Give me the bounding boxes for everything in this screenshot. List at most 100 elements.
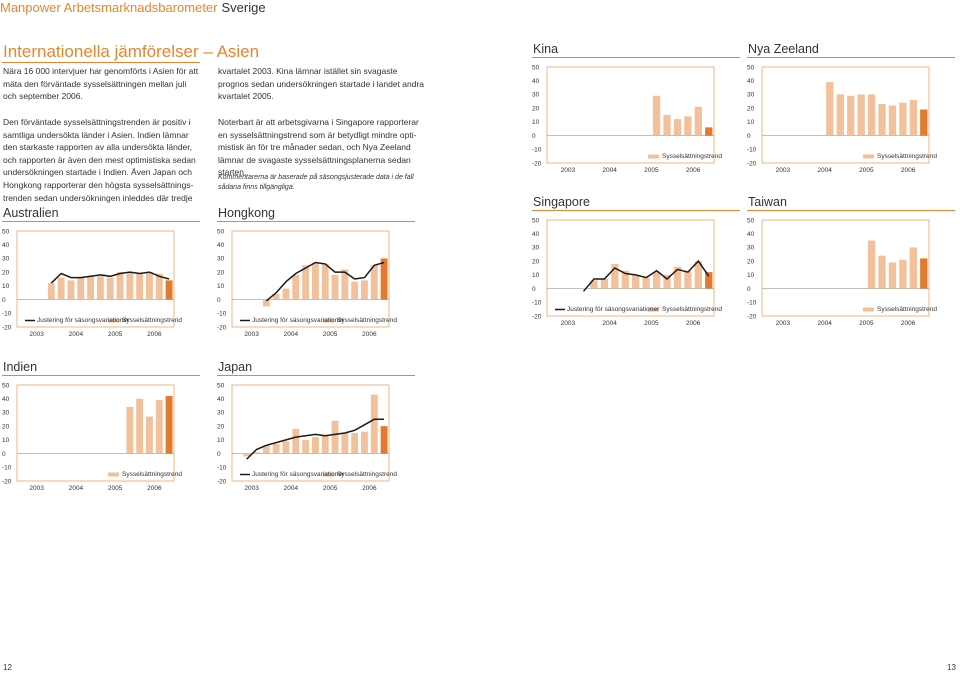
footnote: Kommentarerna är baserade på säsongsjust… bbox=[218, 174, 414, 191]
plot-frame bbox=[16, 230, 175, 328]
bar bbox=[663, 274, 671, 289]
bar bbox=[292, 428, 300, 454]
legend-label-adjustment: Justering för säsongsvariationer bbox=[567, 306, 660, 313]
y-tick-label: -20 bbox=[532, 160, 542, 167]
y-tick-label: 20 bbox=[2, 269, 10, 276]
x-tick-label: 2006 bbox=[901, 320, 916, 327]
y-tick-label: 30 bbox=[532, 92, 540, 99]
x-tick-label: 2003 bbox=[561, 320, 576, 327]
bar bbox=[165, 395, 173, 454]
y-tick-label: 10 bbox=[532, 272, 540, 279]
bar bbox=[684, 116, 692, 136]
legend-swatch-trend bbox=[323, 472, 334, 477]
x-tick-label: 2003 bbox=[29, 485, 44, 492]
rule-japan bbox=[217, 375, 415, 376]
bar bbox=[652, 272, 661, 289]
body-paragraph-3: Noterbart är att arbetsgivarna i Singapo… bbox=[218, 117, 419, 178]
y-tick-label: 40 bbox=[532, 231, 540, 238]
y-tick-label: 0 bbox=[217, 451, 221, 458]
chart-title-hongkong: Hongkong bbox=[218, 206, 275, 220]
bar bbox=[155, 400, 163, 454]
bar bbox=[341, 433, 349, 454]
y-tick-label: 20 bbox=[747, 105, 755, 112]
legend-swatch-trend bbox=[863, 154, 874, 159]
y-tick-label: 50 bbox=[747, 64, 755, 71]
plot-frame bbox=[231, 384, 390, 482]
bar bbox=[590, 280, 598, 289]
x-tick-label: 2005 bbox=[108, 331, 123, 338]
y-tick-label: 50 bbox=[532, 64, 540, 71]
bar bbox=[146, 416, 153, 454]
chart-title-taiwan: Taiwan bbox=[748, 195, 787, 209]
x-tick-label: 2005 bbox=[323, 485, 338, 492]
bar bbox=[621, 270, 629, 289]
x-tick-label: 2006 bbox=[147, 485, 162, 492]
chart-title-singapore: Singapore bbox=[533, 195, 590, 209]
legend-label-trend: Sysselsättningstrend bbox=[122, 317, 182, 324]
y-tick-label: 50 bbox=[2, 382, 10, 389]
chart-singapore: 50 40 30 20 10 0 -10 -20 2003 2004 2005 2006 Syssels… bbox=[532, 217, 722, 327]
plot-frame bbox=[546, 66, 715, 164]
rule-indien bbox=[2, 375, 200, 376]
y-tick-label: 40 bbox=[747, 78, 755, 85]
x-tick-label: 2005 bbox=[859, 167, 874, 174]
header-title: Manpower Arbetsmarknadsbarometer bbox=[0, 0, 218, 15]
bar bbox=[351, 433, 359, 454]
bar bbox=[272, 443, 280, 454]
legend-label-trend: Sysselsättningstrend bbox=[337, 471, 397, 478]
y-tick-label: 50 bbox=[532, 217, 540, 224]
legend-label-adjustment: Justering för säsongsvariationer bbox=[252, 317, 345, 324]
x-tick-label: 2003 bbox=[244, 331, 259, 338]
page-number-left: 12 bbox=[3, 663, 12, 672]
x-tick-label: 2004 bbox=[284, 485, 299, 492]
y-tick-label: 20 bbox=[747, 258, 755, 265]
y-tick-label: 10 bbox=[747, 119, 755, 126]
bar bbox=[694, 261, 702, 289]
bar bbox=[847, 95, 855, 136]
bar bbox=[867, 94, 876, 136]
plot-frame bbox=[231, 230, 390, 328]
y-tick-label: 20 bbox=[532, 258, 540, 265]
x-tick-label: 2005 bbox=[108, 485, 123, 492]
bar bbox=[705, 272, 713, 289]
y-tick-label: 10 bbox=[2, 437, 10, 444]
x-tick-label: 2006 bbox=[686, 320, 701, 327]
x-tick-label: 2006 bbox=[362, 485, 377, 492]
bar bbox=[684, 270, 692, 289]
trend-line bbox=[50, 271, 170, 284]
y-tick-label: 0 bbox=[217, 297, 221, 304]
x-tick-label: 2006 bbox=[686, 167, 701, 174]
bar bbox=[361, 431, 368, 454]
bar bbox=[370, 265, 378, 300]
y-tick-label: 30 bbox=[217, 256, 225, 263]
bar bbox=[311, 262, 319, 300]
plot-frame bbox=[546, 219, 715, 317]
y-tick-label: -20 bbox=[747, 160, 757, 167]
page-number-right: 13 bbox=[947, 663, 956, 672]
legend-label-trend: Sysselsättningstrend bbox=[337, 317, 397, 324]
y-tick-label: 0 bbox=[2, 451, 6, 458]
bar bbox=[67, 280, 75, 300]
bar bbox=[321, 435, 329, 454]
y-tick-label: 40 bbox=[532, 78, 540, 85]
y-tick-label: 40 bbox=[217, 242, 225, 249]
header-country: Sverige bbox=[221, 0, 266, 15]
plot-frame bbox=[16, 384, 175, 482]
y-tick-label: -10 bbox=[217, 311, 227, 318]
y-tick-label: -20 bbox=[2, 478, 12, 485]
bar bbox=[579, 288, 588, 290]
y-tick-label: 20 bbox=[532, 105, 540, 112]
bar bbox=[331, 274, 339, 300]
bar bbox=[351, 281, 359, 300]
y-tick-label: 20 bbox=[217, 423, 225, 430]
bar bbox=[77, 277, 85, 300]
legend-swatch-trend bbox=[108, 472, 119, 477]
bar bbox=[380, 258, 388, 300]
x-tick-label: 2004 bbox=[817, 320, 832, 327]
bar bbox=[663, 115, 671, 136]
legend-swatch-trend bbox=[648, 307, 659, 312]
bar bbox=[909, 99, 917, 136]
x-tick-label: 2004 bbox=[69, 331, 84, 338]
y-tick-label: -20 bbox=[747, 313, 757, 320]
bar bbox=[262, 299, 270, 307]
